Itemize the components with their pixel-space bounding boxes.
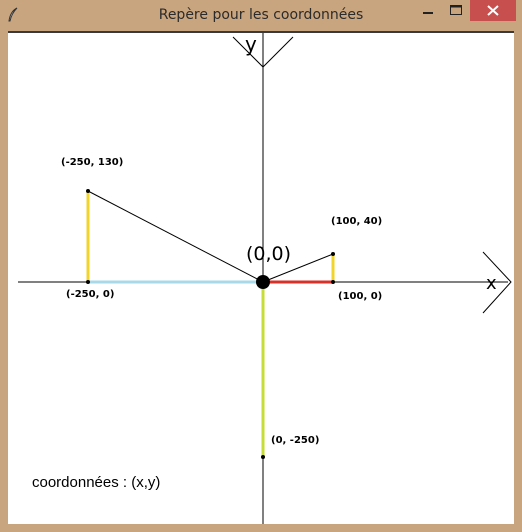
y-axis-arrow [232, 36, 294, 68]
point-marker [86, 189, 90, 193]
x-axis-arrow [482, 251, 512, 314]
point-label: (100, 40) [331, 216, 383, 227]
point-marker [86, 280, 90, 284]
close-button[interactable] [470, 0, 516, 21]
maximize-icon [450, 5, 462, 15]
x-axis-label: x [486, 273, 497, 294]
origin-point [256, 275, 270, 289]
window-title: Repère pour les coordonnées [158, 7, 364, 23]
coordinate-plot [18, 33, 512, 524]
minimize-icon [423, 12, 433, 14]
close-icon [487, 5, 499, 16]
point-label: (-250, 130) [61, 157, 124, 168]
vector-to-p1 [87, 190, 264, 283]
point-label: (100, 0) [338, 291, 383, 302]
coordinates-readout: coordonnées : (x,y) [32, 474, 161, 491]
title-bar[interactable]: Repère pour les coordonnées [0, 0, 522, 31]
maximize-button[interactable] [442, 0, 470, 21]
point-label: (0, -250) [271, 435, 320, 446]
drawing-canvas[interactable]: y x (0,0) (-250, 130) (-250, 0) (100, 40… [8, 31, 514, 524]
point-marker [331, 252, 335, 256]
origin-label: (0,0) [246, 243, 292, 265]
vector-to-p3 [262, 253, 334, 283]
point-marker [261, 455, 265, 459]
point-label: (-250, 0) [66, 289, 115, 300]
feather-icon [8, 7, 18, 22]
y-axis-label: y [245, 32, 257, 56]
minimize-button[interactable] [414, 0, 442, 21]
point-marker [331, 280, 335, 284]
